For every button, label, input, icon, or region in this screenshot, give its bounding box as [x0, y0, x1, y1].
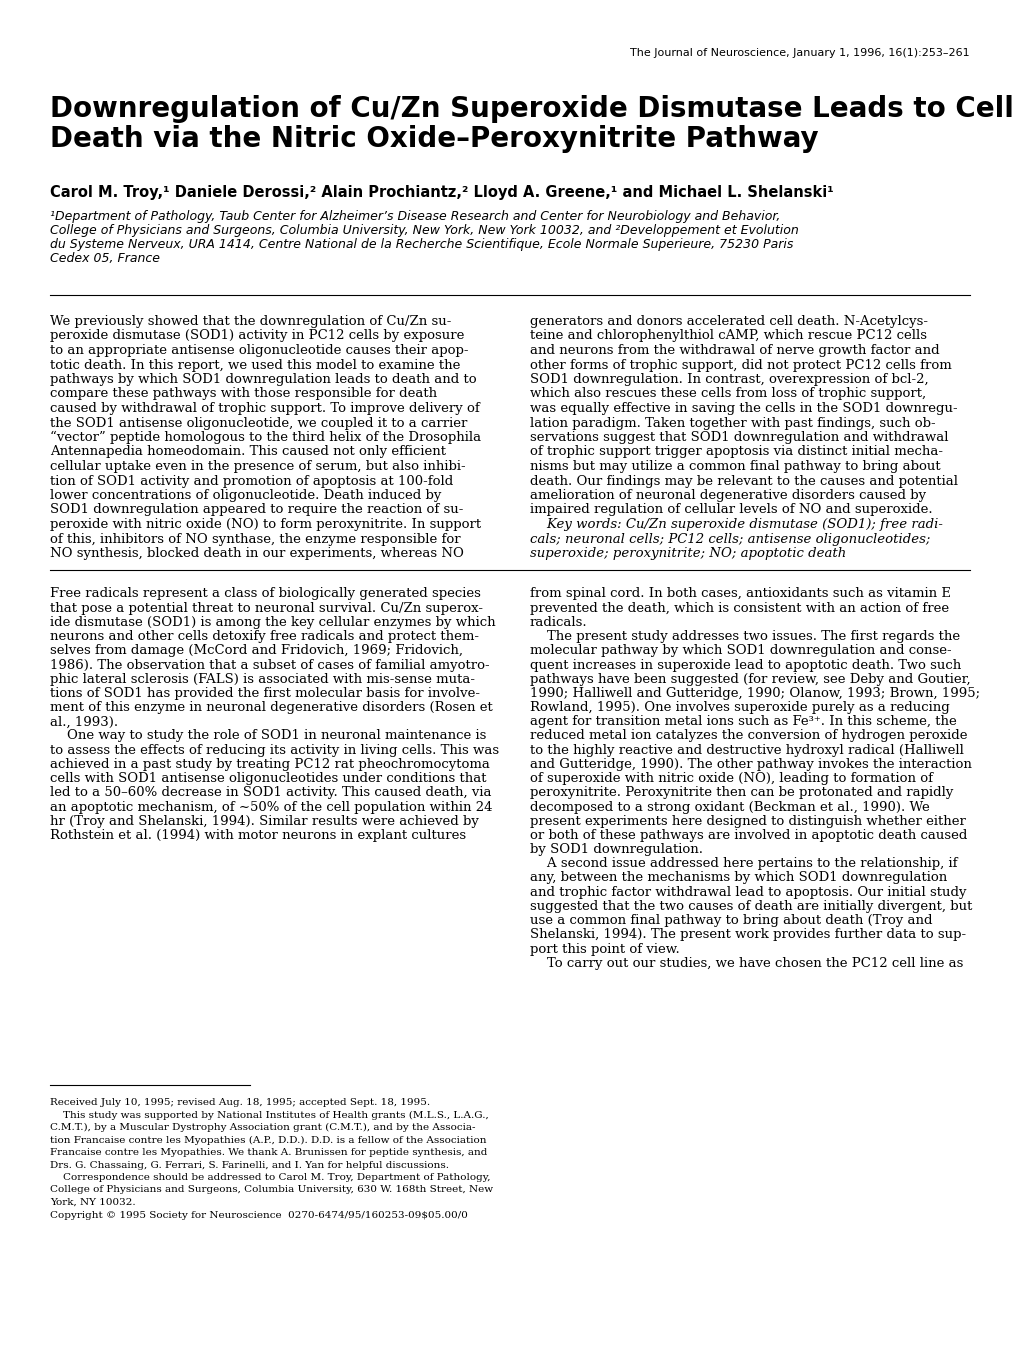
Text: pathways by which SOD1 downregulation leads to death and to: pathways by which SOD1 downregulation le… [50, 373, 476, 386]
Text: amelioration of neuronal degenerative disorders caused by: amelioration of neuronal degenerative di… [530, 490, 925, 502]
Text: other forms of trophic support, did not protect PC12 cells from: other forms of trophic support, did not … [530, 359, 951, 371]
Text: Downregulation of Cu/Zn Superoxide Dismutase Leads to Cell: Downregulation of Cu/Zn Superoxide Dismu… [50, 95, 1013, 122]
Text: pathways have been suggested (for review, see Deby and Goutier,: pathways have been suggested (for review… [530, 673, 970, 685]
Text: We previously showed that the downregulation of Cu/Zn su-: We previously showed that the downregula… [50, 316, 451, 328]
Text: and trophic factor withdrawal lead to apoptosis. Our initial study: and trophic factor withdrawal lead to ap… [530, 885, 966, 899]
Text: or both of these pathways are involved in apoptotic death caused: or both of these pathways are involved i… [530, 828, 966, 842]
Text: totic death. In this report, we used this model to examine the: totic death. In this report, we used thi… [50, 359, 460, 371]
Text: of this, inhibitors of NO synthase, the enzyme responsible for: of this, inhibitors of NO synthase, the … [50, 533, 461, 545]
Text: cals; neuronal cells; PC12 cells; antisense oligonucleotides;: cals; neuronal cells; PC12 cells; antise… [530, 533, 929, 545]
Text: death. Our findings may be relevant to the causes and potential: death. Our findings may be relevant to t… [530, 475, 957, 487]
Text: led to a 50–60% decrease in SOD1 activity. This caused death, via: led to a 50–60% decrease in SOD1 activit… [50, 786, 491, 800]
Text: tion Francaise contre les Myopathies (A.P., D.D.). D.D. is a fellow of the Assoc: tion Francaise contre les Myopathies (A.… [50, 1136, 486, 1145]
Text: Francaise contre les Myopathies. We thank A. Brunissen for peptide synthesis, an: Francaise contre les Myopathies. We than… [50, 1148, 487, 1157]
Text: from spinal cord. In both cases, antioxidants such as vitamin E: from spinal cord. In both cases, antioxi… [530, 588, 950, 601]
Text: tion of SOD1 activity and promotion of apoptosis at 100-fold: tion of SOD1 activity and promotion of a… [50, 475, 452, 487]
Text: Carol M. Troy,¹ Daniele Derossi,² Alain Prochiantz,² Lloyd A. Greene,¹ and Micha: Carol M. Troy,¹ Daniele Derossi,² Alain … [50, 185, 833, 200]
Text: compare these pathways with those responsible for death: compare these pathways with those respon… [50, 388, 437, 400]
Text: reduced metal ion catalyzes the conversion of hydrogen peroxide: reduced metal ion catalyzes the conversi… [530, 729, 967, 743]
Text: was equally effective in saving the cells in the SOD1 downregu-: was equally effective in saving the cell… [530, 403, 957, 415]
Text: radicals.: radicals. [530, 616, 587, 628]
Text: peroxynitrite. Peroxynitrite then can be protonated and rapidly: peroxynitrite. Peroxynitrite then can be… [530, 786, 953, 800]
Text: ¹Department of Pathology, Taub Center for Alzheimer’s Disease Research and Cente: ¹Department of Pathology, Taub Center fo… [50, 209, 780, 223]
Text: Shelanski, 1994). The present work provides further data to sup-: Shelanski, 1994). The present work provi… [530, 929, 965, 941]
Text: impaired regulation of cellular levels of NO and superoxide.: impaired regulation of cellular levels o… [530, 503, 931, 517]
Text: molecular pathway by which SOD1 downregulation and conse-: molecular pathway by which SOD1 downregu… [530, 645, 951, 657]
Text: Death via the Nitric Oxide–Peroxynitrite Pathway: Death via the Nitric Oxide–Peroxynitrite… [50, 125, 818, 154]
Text: Drs. G. Chassaing, G. Ferrari, S. Farinelli, and I. Yan for helpful discussions.: Drs. G. Chassaing, G. Ferrari, S. Farine… [50, 1160, 448, 1170]
Text: lation paradigm. Taken together with past findings, such ob-: lation paradigm. Taken together with pas… [530, 416, 934, 430]
Text: Antennapedia homeodomain. This caused not only efficient: Antennapedia homeodomain. This caused no… [50, 446, 445, 458]
Text: College of Physicians and Surgeons, Columbia University, 630 W. 168th Street, Ne: College of Physicians and Surgeons, Colu… [50, 1186, 492, 1194]
Text: du Systeme Nerveux, URA 1414, Centre National de la Recherche Scientifique, Ecol: du Systeme Nerveux, URA 1414, Centre Nat… [50, 238, 793, 252]
Text: to assess the effects of reducing its activity in living cells. This was: to assess the effects of reducing its ac… [50, 744, 498, 756]
Text: tions of SOD1 has provided the first molecular basis for involve-: tions of SOD1 has provided the first mol… [50, 687, 480, 700]
Text: any, between the mechanisms by which SOD1 downregulation: any, between the mechanisms by which SOD… [530, 872, 947, 884]
Text: to an appropriate antisense oligonucleotide causes their apop-: to an appropriate antisense oligonucleot… [50, 344, 468, 356]
Text: ide dismutase (SOD1) is among the key cellular enzymes by which: ide dismutase (SOD1) is among the key ce… [50, 616, 495, 628]
Text: superoxide; peroxynitrite; NO; apoptotic death: superoxide; peroxynitrite; NO; apoptotic… [530, 547, 846, 560]
Text: C.M.T.), by a Muscular Dystrophy Association grant (C.M.T.), and by the Associa-: C.M.T.), by a Muscular Dystrophy Associa… [50, 1123, 475, 1132]
Text: caused by withdrawal of trophic support. To improve delivery of: caused by withdrawal of trophic support.… [50, 403, 479, 415]
Text: College of Physicians and Surgeons, Columbia University, New York, New York 1003: College of Physicians and Surgeons, Colu… [50, 224, 798, 237]
Text: peroxide dismutase (SOD1) activity in PC12 cells by exposure: peroxide dismutase (SOD1) activity in PC… [50, 329, 464, 343]
Text: that pose a potential threat to neuronal survival. Cu/Zn superox-: that pose a potential threat to neuronal… [50, 601, 483, 615]
Text: quent increases in superoxide lead to apoptotic death. Two such: quent increases in superoxide lead to ap… [530, 658, 960, 672]
Text: which also rescues these cells from loss of trophic support,: which also rescues these cells from loss… [530, 388, 925, 400]
Text: Correspondence should be addressed to Carol M. Troy, Department of Pathology,: Correspondence should be addressed to Ca… [50, 1172, 490, 1182]
Text: and neurons from the withdrawal of nerve growth factor and: and neurons from the withdrawal of nerve… [530, 344, 938, 356]
Text: to the highly reactive and destructive hydroxyl radical (Halliwell: to the highly reactive and destructive h… [530, 744, 963, 756]
Text: al., 1993).: al., 1993). [50, 715, 118, 729]
Text: Copyright © 1995 Society for Neuroscience  0270-6474/95/160253-09$05.00/0: Copyright © 1995 Society for Neuroscienc… [50, 1210, 468, 1220]
Text: This study was supported by National Institutes of Health grants (M.L.S., L.A.G.: This study was supported by National Ins… [50, 1111, 488, 1119]
Text: “vector” peptide homologous to the third helix of the Drosophila: “vector” peptide homologous to the third… [50, 431, 481, 445]
Text: One way to study the role of SOD1 in neuronal maintenance is: One way to study the role of SOD1 in neu… [50, 729, 486, 743]
Text: selves from damage (McCord and Fridovich, 1969; Fridovich,: selves from damage (McCord and Fridovich… [50, 645, 463, 657]
Text: and Gutteridge, 1990). The other pathway invokes the interaction: and Gutteridge, 1990). The other pathway… [530, 758, 971, 771]
Text: port this point of view.: port this point of view. [530, 942, 679, 956]
Text: agent for transition metal ions such as Fe³⁺. In this scheme, the: agent for transition metal ions such as … [530, 715, 956, 729]
Text: peroxide with nitric oxide (NO) to form peroxynitrite. In support: peroxide with nitric oxide (NO) to form … [50, 518, 481, 530]
Text: generators and donors accelerated cell death. N-Acetylcys-: generators and donors accelerated cell d… [530, 316, 927, 328]
Text: suggested that the two causes of death are initially divergent, but: suggested that the two causes of death a… [530, 900, 971, 913]
Text: the SOD1 antisense oligonucleotide, we coupled it to a carrier: the SOD1 antisense oligonucleotide, we c… [50, 416, 467, 430]
Text: To carry out our studies, we have chosen the PC12 cell line as: To carry out our studies, we have chosen… [530, 956, 962, 970]
Text: of superoxide with nitric oxide (NO), leading to formation of: of superoxide with nitric oxide (NO), le… [530, 772, 932, 785]
Text: Cedex 05, France: Cedex 05, France [50, 252, 160, 265]
Text: phic lateral sclerosis (FALS) is associated with mis-sense muta-: phic lateral sclerosis (FALS) is associa… [50, 673, 475, 685]
Text: present experiments here designed to distinguish whether either: present experiments here designed to dis… [530, 815, 965, 828]
Text: lower concentrations of oligonucleotide. Death induced by: lower concentrations of oligonucleotide.… [50, 490, 441, 502]
Text: by SOD1 downregulation.: by SOD1 downregulation. [530, 843, 702, 855]
Text: decomposed to a strong oxidant (Beckman et al., 1990). We: decomposed to a strong oxidant (Beckman … [530, 801, 929, 813]
Text: SOD1 downregulation. In contrast, overexpression of bcl-2,: SOD1 downregulation. In contrast, overex… [530, 373, 927, 386]
Text: Rothstein et al. (1994) with motor neurons in explant cultures: Rothstein et al. (1994) with motor neuro… [50, 828, 466, 842]
Text: ment of this enzyme in neuronal degenerative disorders (Rosen et: ment of this enzyme in neuronal degenera… [50, 702, 492, 714]
Text: neurons and other cells detoxify free radicals and protect them-: neurons and other cells detoxify free ra… [50, 630, 479, 643]
Text: teine and chlorophenylthiol cAMP, which rescue PC12 cells: teine and chlorophenylthiol cAMP, which … [530, 329, 926, 343]
Text: of trophic support trigger apoptosis via distinct initial mecha-: of trophic support trigger apoptosis via… [530, 446, 943, 458]
Text: achieved in a past study by treating PC12 rat pheochromocytoma: achieved in a past study by treating PC1… [50, 758, 489, 771]
Text: prevented the death, which is consistent with an action of free: prevented the death, which is consistent… [530, 601, 949, 615]
Text: cellular uptake even in the presence of serum, but also inhibi-: cellular uptake even in the presence of … [50, 460, 465, 473]
Text: Received July 10, 1995; revised Aug. 18, 1995; accepted Sept. 18, 1995.: Received July 10, 1995; revised Aug. 18,… [50, 1098, 430, 1107]
Text: servations suggest that SOD1 downregulation and withdrawal: servations suggest that SOD1 downregulat… [530, 431, 948, 443]
Text: SOD1 downregulation appeared to require the reaction of su-: SOD1 downregulation appeared to require … [50, 503, 463, 517]
Text: York, NY 10032.: York, NY 10032. [50, 1198, 136, 1208]
Text: 1990; Halliwell and Gutteridge, 1990; Olanow, 1993; Brown, 1995;: 1990; Halliwell and Gutteridge, 1990; Ol… [530, 687, 979, 700]
Text: hr (Troy and Shelanski, 1994). Similar results were achieved by: hr (Troy and Shelanski, 1994). Similar r… [50, 815, 478, 828]
Text: Key words: Cu/Zn superoxide dismutase (SOD1); free radi-: Key words: Cu/Zn superoxide dismutase (S… [530, 518, 942, 530]
Text: The present study addresses two issues. The first regards the: The present study addresses two issues. … [530, 630, 959, 643]
Text: A second issue addressed here pertains to the relationship, if: A second issue addressed here pertains t… [530, 857, 957, 870]
Text: NO synthesis, blocked death in our experiments, whereas NO: NO synthesis, blocked death in our exper… [50, 547, 464, 560]
Text: The Journal of Neuroscience, January 1, 1996, 16(1):253–261: The Journal of Neuroscience, January 1, … [630, 48, 969, 58]
Text: use a common final pathway to bring about death (Troy and: use a common final pathway to bring abou… [530, 914, 931, 928]
Text: 1986). The observation that a subset of cases of familial amyotro-: 1986). The observation that a subset of … [50, 658, 489, 672]
Text: Free radicals represent a class of biologically generated species: Free radicals represent a class of biolo… [50, 588, 480, 601]
Text: cells with SOD1 antisense oligonucleotides under conditions that: cells with SOD1 antisense oligonucleotid… [50, 772, 486, 785]
Text: nisms but may utilize a common final pathway to bring about: nisms but may utilize a common final pat… [530, 460, 940, 473]
Text: an apoptotic mechanism, of ∼50% of the cell population within 24: an apoptotic mechanism, of ∼50% of the c… [50, 801, 492, 813]
Text: Rowland, 1995). One involves superoxide purely as a reducing: Rowland, 1995). One involves superoxide … [530, 702, 949, 714]
